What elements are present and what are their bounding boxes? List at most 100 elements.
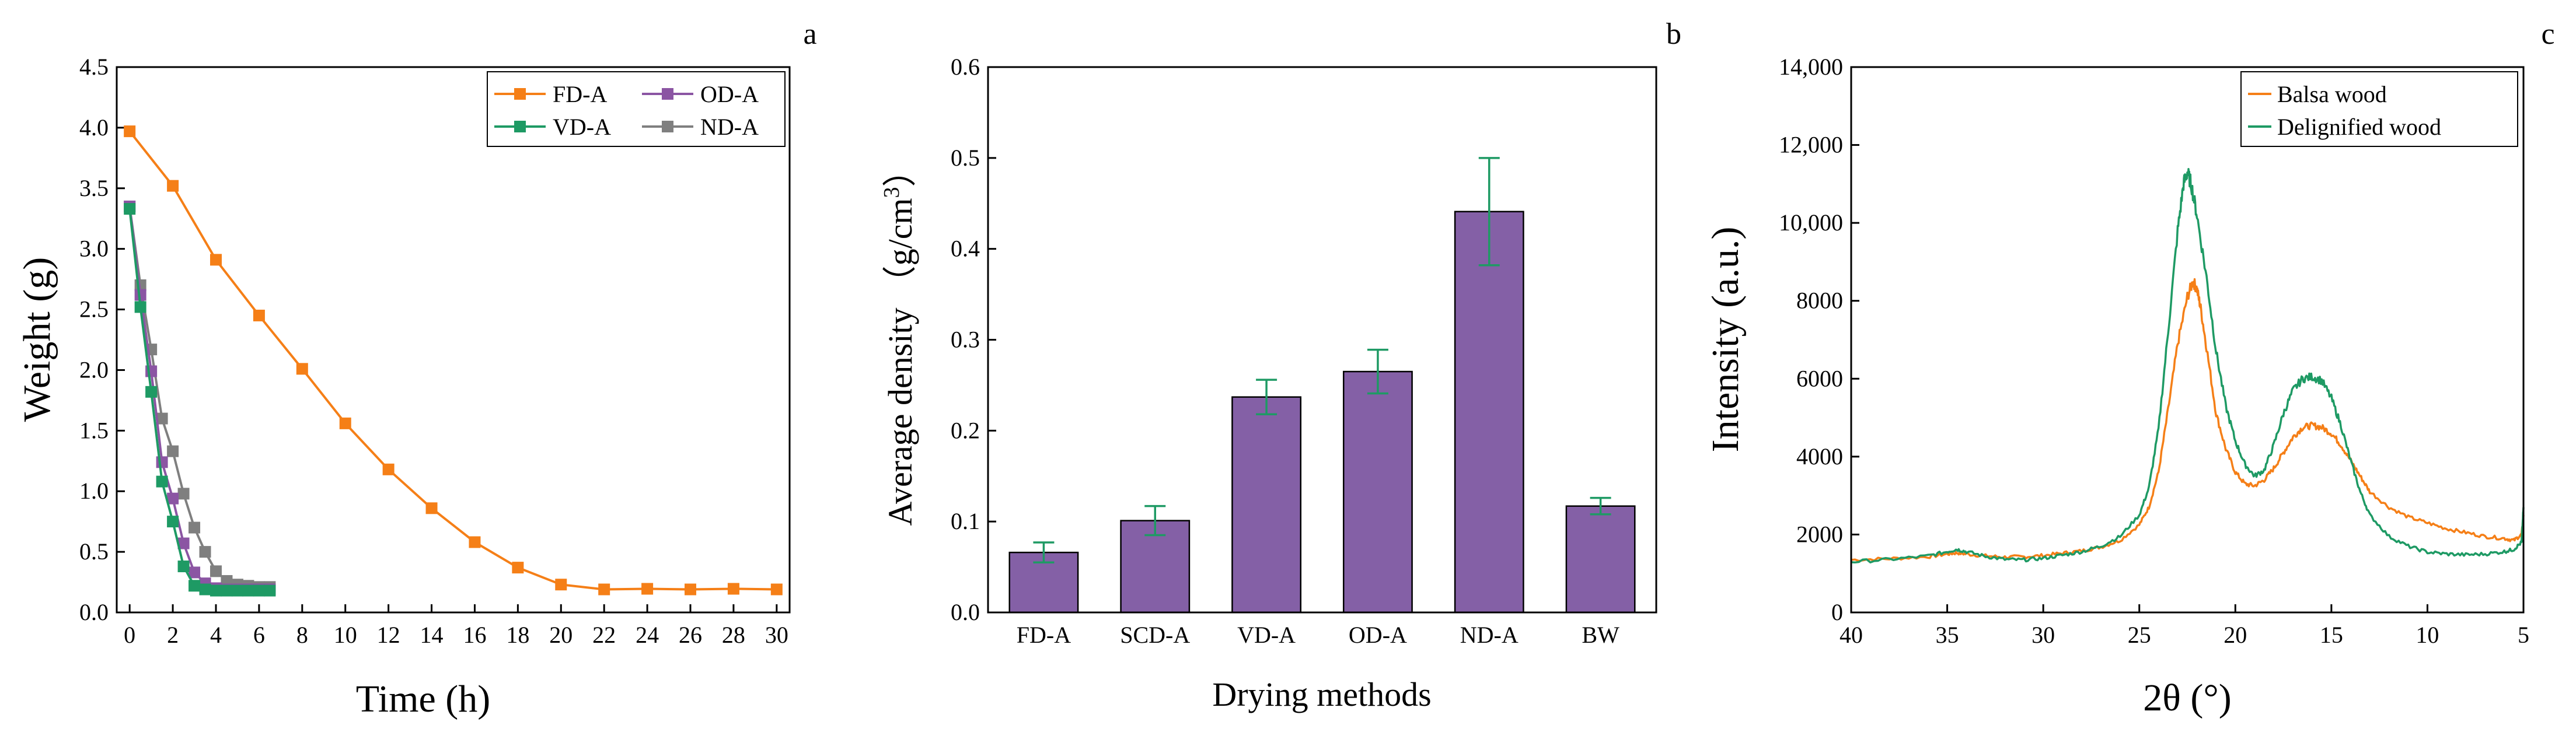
y-tick-label: 0.0 (951, 599, 980, 625)
y-tick-label: 3.5 (79, 175, 109, 201)
y-tick-label: 4.0 (79, 114, 109, 141)
data-point-vd-a (124, 203, 136, 215)
x-tick-label: 10 (2416, 622, 2439, 648)
x-tick-label: 26 (679, 622, 702, 648)
x-tick-label: 2 (167, 622, 179, 648)
x-tick-label: BW (1582, 622, 1619, 648)
panel-b-y-axis-label: Average density （g/cm3） (879, 153, 919, 526)
legend-swatch-marker (662, 88, 673, 100)
y-tick-label: 4000 (1796, 443, 1843, 470)
y-tick-label: 3.0 (79, 236, 109, 262)
data-point-vd-a (242, 584, 254, 597)
bar-group-nd-a (1454, 157, 1524, 614)
y-tick-label: 10,000 (1779, 209, 1843, 236)
panel-c-ticks: 0 2000 4000 6000 8000 10,000 12,000 14,000 40 35 3… (1779, 54, 2529, 648)
series-vd-a (124, 203, 276, 597)
y-tick-label: 0.1 (951, 508, 980, 534)
y-tick-label: 2.0 (79, 356, 109, 383)
data-point-fd-a (210, 254, 222, 266)
data-point-nd-a (189, 521, 201, 534)
panel-c-xrd-pattern: 0 2000 4000 6000 8000 10,000 12,000 14,000 40 35 3… (1704, 17, 2555, 719)
data-point-fd-a (598, 583, 610, 596)
legend-label: Delignified wood (2277, 114, 2441, 140)
x-tick-label: ND-A (1460, 622, 1519, 648)
x-tick-label: VD-A (1237, 622, 1296, 648)
panel-b-y-axis-unit-open: （g/cm (881, 198, 919, 299)
legend-label: ND-A (700, 114, 759, 140)
bar-vd-a (1231, 396, 1302, 614)
y-tick-label: 0.5 (79, 538, 109, 565)
x-tick-label: 10 (334, 622, 357, 648)
panel-c-frame (1850, 66, 2525, 614)
data-point-fd-a (167, 180, 179, 192)
panel-b-plot-area (1008, 157, 1636, 614)
data-point-vd-a (167, 516, 179, 528)
x-tick-label: 15 (2320, 622, 2343, 648)
x-tick-label: 5 (2518, 622, 2529, 648)
series-fd-a (124, 125, 783, 596)
data-point-od-a (134, 289, 146, 301)
panel-a-legend: FD-A OD-A VD-A ND-A (487, 71, 786, 147)
legend-entry-nd-a: ND-A (642, 114, 759, 140)
panel-a-letter: a (803, 17, 816, 51)
data-point-fd-a (727, 583, 739, 595)
y-tick-label: 0.5 (951, 145, 980, 171)
data-point-fd-a (641, 583, 654, 595)
y-tick-label: 8000 (1796, 288, 1843, 314)
bar-group-fd-a (1008, 541, 1079, 614)
panel-b-density-bars: 0.0 0.1 0.2 0.3 0.4 0.5 0.6 FD-A SCD-A VD-A OD-A ND… (879, 17, 1681, 713)
panel-a-plot-area (124, 125, 783, 597)
panel-b-x-axis-label: Drying methods (1212, 675, 1431, 713)
series-od-a (124, 200, 276, 596)
data-point-nd-a (210, 565, 222, 577)
data-point-nd-a (167, 445, 179, 457)
bar-group-bw (1565, 496, 1636, 614)
data-point-fd-a (555, 579, 567, 591)
legend-swatch-marker (514, 121, 526, 132)
panel-b-frame (987, 66, 1657, 614)
panel-a-weight-vs-time: 0.00.51.01.52.02.53.03.54.04.50 2 4 6 8 10 12 1… (16, 17, 817, 720)
panel-c-plot-area (1851, 167, 2525, 564)
data-point-od-a (156, 456, 168, 468)
data-point-vd-a (199, 583, 211, 596)
panel-c-x-axis-label: 2θ (°) (2143, 677, 2231, 719)
data-point-od-a (167, 492, 179, 505)
y-tick-label: 2.5 (79, 296, 109, 323)
y-tick-label: 0.0 (79, 599, 109, 625)
legend-swatch-marker (662, 121, 673, 132)
x-tick-label: 8 (296, 622, 308, 648)
bar-group-scd-a (1120, 505, 1191, 614)
x-tick-label: 40 (1839, 622, 1863, 648)
data-point-vd-a (264, 584, 276, 597)
panel-b-letter: b (1666, 17, 1681, 51)
x-tick-label: 35 (1936, 622, 1959, 648)
data-point-vd-a (156, 475, 168, 488)
y-tick-label: 1.0 (79, 478, 109, 504)
bar-nd-a (1454, 211, 1524, 614)
panel-c-y-axis-label: Intensity (a.u.) (1704, 227, 1747, 453)
x-tick-label: SCD-A (1120, 622, 1190, 648)
y-tick-label: 0.6 (951, 54, 980, 80)
bar-group-od-a (1342, 348, 1413, 614)
x-tick-label: 28 (722, 622, 745, 648)
legend-label: Balsa wood (2277, 81, 2387, 107)
x-tick-label: 18 (506, 622, 529, 648)
legend-entry-vd-a: VD-A (494, 114, 611, 140)
data-point-fd-a (685, 583, 697, 596)
legend-box (487, 71, 786, 147)
x-tick-label: 6 (253, 622, 265, 648)
data-point-fd-a (296, 363, 308, 375)
data-point-fd-a (770, 583, 783, 596)
data-point-fd-a (124, 125, 136, 138)
data-point-vd-a (221, 584, 233, 597)
series-line-delignified-wood (1851, 167, 2525, 564)
legend-swatch-marker (514, 88, 526, 100)
data-point-fd-a (253, 309, 265, 321)
x-tick-label: 20 (549, 622, 573, 648)
y-tick-label: 0.2 (951, 417, 980, 443)
x-tick-label: 24 (636, 622, 659, 648)
y-tick-label: 6000 (1796, 365, 1843, 391)
x-tick-label: 30 (765, 622, 788, 648)
legend-entry-fd-a: FD-A (494, 81, 607, 107)
